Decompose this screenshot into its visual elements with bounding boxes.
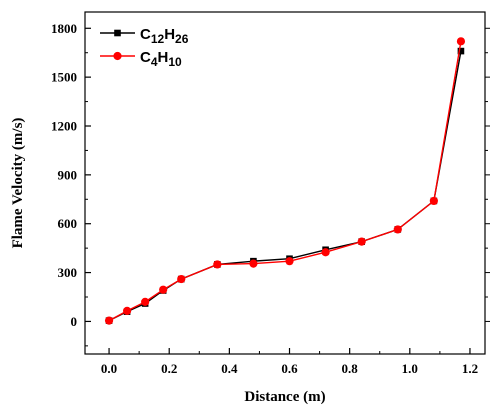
series-line [108,41,462,322]
y-tick-label: 1500 [51,70,77,85]
data-point-circle [159,285,168,294]
x-tick-label: 0.2 [161,361,177,376]
x-tick-label: 0.8 [342,361,359,376]
series-line [108,50,462,322]
series-1 [105,47,465,324]
legend-label-part: H [164,26,175,43]
x-tick-label: 1.0 [402,361,418,376]
y-tick-label: 600 [58,216,78,231]
legend-label-part: 12 [151,32,165,46]
legend-item: C4H10 [100,49,182,69]
x-axis: 0.0 0.2 0.4 0.6 0.8 1.0 1.2 [101,348,478,376]
plot-frame [84,11,486,355]
x-tick-label: 1.2 [462,361,478,376]
legend-label-part: C [140,26,151,43]
x-tick-label: 0.4 [221,361,238,376]
data-point-square [114,29,121,37]
data-point-circle [285,257,294,266]
y-axis: 0 300 600 900 1200 1500 1800 [51,21,91,347]
data-point-circle [123,306,132,315]
legend-label-part: 26 [175,32,189,46]
y-axis-title: Flame Velocity (m/s) [10,118,26,249]
data-point-circle [213,260,222,269]
data-point-circle [104,316,114,325]
y-tick-label: 1200 [51,119,77,134]
data-point-circle [249,259,258,268]
data-point-circle [141,297,150,306]
data-point-circle [429,196,438,206]
data-point-circle [113,51,122,61]
y-tick-label: 300 [58,265,78,280]
legend-label-part: 10 [168,55,182,69]
legend-label-part: C [140,49,151,66]
legend-label-part: H [158,49,169,66]
x-tick-label: 0.6 [281,361,298,376]
data-point-circle [177,274,186,284]
data-point-square [457,47,465,55]
data-point-circle [321,248,330,257]
y-tick-label: 1800 [51,21,77,36]
y-tick-label: 900 [58,167,78,182]
data-point-circle [393,225,402,234]
legend-label: C4H10 [140,49,182,69]
x-tick-label: 0.0 [101,361,117,376]
data-point-circle [456,37,466,46]
legend-label: C12H26 [140,26,189,46]
legend-item: C12H26 [100,26,189,46]
series-layer [104,37,466,325]
legend-label-part: 4 [151,55,158,69]
series-2 [104,37,466,325]
right-axis-ticks [485,27,490,322]
y-tick-label: 0 [71,314,78,329]
data-point-circle [357,237,366,246]
x-axis-title: Distance (m) [244,389,325,405]
